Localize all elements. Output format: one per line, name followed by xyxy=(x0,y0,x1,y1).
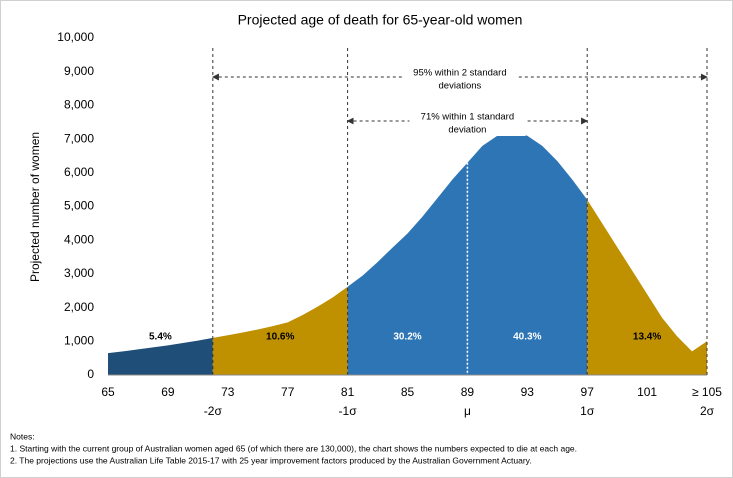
y-tick-label: 3,000 xyxy=(64,266,94,280)
annotation-text: 95% within 2 standard xyxy=(413,68,506,79)
annotation-bg xyxy=(409,112,526,136)
x-tick-label: 101 xyxy=(637,385,657,399)
note: 2. The projections use the Australian Li… xyxy=(10,455,532,465)
x-tick-label: 69 xyxy=(161,385,175,399)
area-segment xyxy=(108,337,213,375)
sigma-label: 2σ xyxy=(700,404,715,418)
chart-title: Projected age of death for 65-year-old w… xyxy=(238,12,523,28)
area-segment xyxy=(212,286,348,375)
x-tick-label: 97 xyxy=(581,385,595,399)
sigma-label: -2σ xyxy=(204,404,223,418)
y-tick-label: 0 xyxy=(87,367,94,381)
annotation-text: 71% within 1 standard xyxy=(421,112,514,123)
annotation-text: deviation xyxy=(448,125,486,136)
sigma-label: 1σ xyxy=(580,404,595,418)
x-tick-label: 73 xyxy=(221,385,235,399)
sigma-label: -1σ xyxy=(339,404,358,418)
band-label: 40.3% xyxy=(513,332,541,343)
note: 1. Starting with the current group of Au… xyxy=(10,443,577,453)
y-tick-label: 7,000 xyxy=(64,131,94,145)
y-tick-label: 8,000 xyxy=(64,98,94,112)
y-tick-label: 1,000 xyxy=(64,333,94,347)
x-tick-label: 93 xyxy=(521,385,535,399)
y-tick-label: 4,000 xyxy=(64,232,94,246)
area-segment xyxy=(587,199,707,375)
x-tick-label: ≥ 105 xyxy=(692,385,722,399)
x-tick-label: 65 xyxy=(101,385,115,399)
y-tick-label: 6,000 xyxy=(64,165,94,179)
y-axis-label: Projected number of women xyxy=(28,132,42,282)
sigma-label: μ xyxy=(464,404,471,418)
x-tick-label: 85 xyxy=(401,385,415,399)
band-label: 30.2% xyxy=(393,332,421,343)
band-label: 5.4% xyxy=(149,332,172,343)
x-tick-label: 81 xyxy=(341,385,355,399)
note: Notes: xyxy=(10,431,35,441)
x-tick-label: 89 xyxy=(461,385,475,399)
y-tick-label: 10,000 xyxy=(57,30,94,44)
band-label: 13.4% xyxy=(633,332,661,343)
area-segment xyxy=(347,162,468,375)
area-segment xyxy=(467,132,588,375)
annotation-text: deviations xyxy=(439,81,482,92)
x-tick-label: 77 xyxy=(281,385,295,399)
y-tick-label: 2,000 xyxy=(64,300,94,314)
band-label: 10.6% xyxy=(266,332,294,343)
y-tick-label: 5,000 xyxy=(64,199,94,213)
annotation-bg xyxy=(401,68,518,92)
y-tick-label: 9,000 xyxy=(64,64,94,78)
